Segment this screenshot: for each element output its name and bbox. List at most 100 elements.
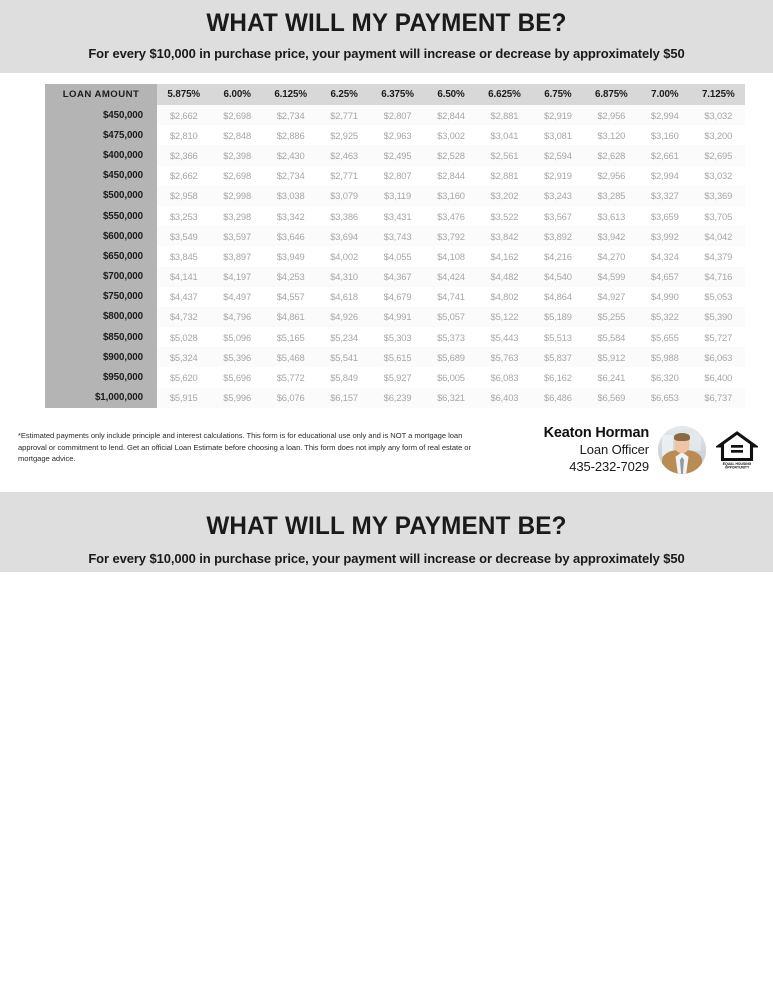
cell-payment-r5-c1: $3,298 xyxy=(210,205,264,227)
cell-payment-r11-c0: $5,028 xyxy=(157,327,211,348)
cell-payment-r0-c8: $2,956 xyxy=(584,105,639,126)
cell-payment-r11-c10: $5,727 xyxy=(691,327,745,348)
cell-payment-r12-c4: $5,615 xyxy=(370,347,425,368)
cell-payment-r9-c7: $4,864 xyxy=(531,286,585,307)
cell-loan-amount: $950,000 xyxy=(45,367,157,388)
cell-payment-r12-c10: $6,063 xyxy=(691,347,745,368)
panel-1-footer: *Estimated payments only include princip… xyxy=(0,424,773,494)
table-header-row: LOAN AMOUNT 5.875% 6.00% 6.125% 6.25% 6.… xyxy=(45,84,745,105)
cell-payment-r7-c0: $3,845 xyxy=(157,246,211,267)
cell-payment-r8-c9: $4,657 xyxy=(638,266,692,287)
page-subtitle: For every $10,000 in purchase price, you… xyxy=(88,45,685,61)
cell-payment-r14-c8: $6,569 xyxy=(584,387,639,408)
cell-payment-r11-c9: $5,655 xyxy=(638,327,692,348)
cell-payment-r13-c0: $5,620 xyxy=(157,367,211,388)
cell-payment-r8-c8: $4,599 xyxy=(584,266,639,287)
table-row: $475,000 $2,810 $2,848 $2,886 $2,925 $2,963 $3… xyxy=(45,125,745,146)
column-header-rate-4: 6.375% xyxy=(381,89,414,100)
cell-payment-r0-c0: $2,662 xyxy=(157,105,211,126)
cell-payment-r10-c5: $5,057 xyxy=(424,306,478,328)
cell-loan-amount: $500,000 xyxy=(45,185,157,206)
cell-payment-r1-c7: $3,081 xyxy=(531,125,585,146)
cell-payment-r0-c5: $2,844 xyxy=(424,105,478,126)
cell-payment-r7-c4: $4,055 xyxy=(370,246,425,267)
column-header-rate-10: 7.125% xyxy=(701,89,735,100)
table-row: $450,000 $2,662 $2,698 $2,734 $2,771 $2,807 $2… xyxy=(45,105,745,126)
cell-payment-r4-c6: $3,202 xyxy=(477,185,532,206)
table-row: $650,000 $3,845 $3,897 $3,949 $4,002 $4,055 $4… xyxy=(45,246,745,267)
cell-payment-r6-c8: $3,942 xyxy=(584,226,639,247)
cell-payment-r2-c7: $2,594 xyxy=(531,145,585,166)
cell-payment-r0-c1: $2,698 xyxy=(210,105,264,126)
cell-payment-r12-c7: $5,837 xyxy=(531,347,585,368)
cell-payment-r2-c9: $2,661 xyxy=(638,145,692,166)
table-row: $500,000 $2,958 $2,998 $3,038 $3,079 $3,119 $3… xyxy=(45,185,745,206)
cell-payment-r0-c2: $2,734 xyxy=(263,105,318,126)
column-header-rate-6: 6.625% xyxy=(488,89,521,100)
table-row: $800,000 $4,732 $4,796 $4,861 $4,926 $4,991 $5… xyxy=(45,306,745,328)
cell-loan-amount: $475,000 xyxy=(45,125,157,146)
cell-payment-r6-c4: $3,743 xyxy=(370,226,425,247)
table-row: $950,000 $5,620 $5,696 $5,772 $5,849 $5,927 $6… xyxy=(45,367,745,388)
table-row: $450,000 $2,662 $2,698 $2,734 $2,771 $2,807 $2… xyxy=(45,165,745,186)
cell-payment-r13-c9: $6,320 xyxy=(638,367,692,388)
panel-2-header-band: WHAT WILL MY PAYMENT BE? For every $10,0… xyxy=(0,492,773,572)
cell-payment-r11-c7: $5,513 xyxy=(531,327,585,348)
cell-payment-r7-c6: $4,162 xyxy=(477,246,532,267)
cell-payment-r2-c6: $2,561 xyxy=(477,145,532,166)
mortgage-rate-table: LOAN AMOUNT 5.875% 6.00% 6.125% 6.25% 6.… xyxy=(45,84,745,408)
avatar-hair xyxy=(674,432,690,441)
cell-payment-r14-c0: $5,915 xyxy=(157,387,211,408)
cell-payment-r2-c4: $2,495 xyxy=(370,145,425,166)
disclaimer-text: *Estimated payments only include princip… xyxy=(18,431,471,464)
cell-payment-r7-c10: $4,379 xyxy=(691,246,745,267)
cell-payment-r3-c9: $2,994 xyxy=(638,165,692,186)
cell-payment-r8-c6: $4,482 xyxy=(477,266,532,287)
cell-payment-r12-c8: $5,912 xyxy=(584,347,639,368)
cell-payment-r11-c8: $5,584 xyxy=(584,327,639,348)
cell-payment-r13-c7: $6,162 xyxy=(531,367,585,388)
cell-payment-r9-c2: $4,557 xyxy=(263,286,318,307)
cell-loan-amount: $600,000 xyxy=(45,226,157,247)
page-title-2: WHAT WILL MY PAYMENT BE? xyxy=(206,512,567,540)
cell-payment-r10-c2: $4,861 xyxy=(263,306,318,328)
cell-payment-r13-c5: $6,005 xyxy=(424,367,478,388)
cell-payment-r7-c9: $4,324 xyxy=(638,246,692,267)
cell-payment-r14-c9: $6,653 xyxy=(638,387,692,408)
cell-payment-r2-c0: $2,366 xyxy=(157,145,211,166)
cell-payment-r10-c9: $5,322 xyxy=(638,306,692,328)
cell-payment-r5-c2: $3,342 xyxy=(263,205,318,227)
contact-phone[interactable]: 435-232-7029 xyxy=(569,459,649,475)
cell-loan-amount: $700,000 xyxy=(45,266,157,287)
cell-payment-r11-c5: $5,373 xyxy=(424,327,478,348)
column-header-rate-8: 6.875% xyxy=(595,89,628,100)
cell-payment-r13-c4: $5,927 xyxy=(370,367,425,388)
cell-payment-r10-c8: $5,255 xyxy=(584,306,639,328)
cell-payment-r6-c3: $3,694 xyxy=(317,226,371,247)
cell-payment-r3-c10: $3,032 xyxy=(691,165,745,186)
cell-payment-r12-c9: $5,988 xyxy=(638,347,692,368)
cell-payment-r1-c6: $3,041 xyxy=(477,125,532,146)
cell-payment-r13-c10: $6,400 xyxy=(691,367,745,388)
column-header-rate-7: 6.75% xyxy=(544,89,572,100)
cell-payment-r8-c2: $4,253 xyxy=(263,266,318,287)
cell-payment-r2-c10: $2,695 xyxy=(691,145,745,166)
cell-payment-r14-c10: $6,737 xyxy=(691,387,745,408)
cell-loan-amount: $900,000 xyxy=(45,347,157,368)
cell-payment-r14-c3: $6,157 xyxy=(317,387,371,408)
equal-housing-icon: EQUAL HOUSING OPPORTUNITY xyxy=(715,428,759,472)
cell-payment-r11-c1: $5,096 xyxy=(210,327,264,348)
cell-payment-r2-c8: $2,628 xyxy=(584,145,639,166)
cell-payment-r10-c10: $5,390 xyxy=(691,306,745,328)
cell-payment-r9-c10: $5,053 xyxy=(691,286,745,307)
contact-role: Loan Officer xyxy=(579,442,649,458)
cell-payment-r11-c3: $5,234 xyxy=(317,327,371,348)
cell-payment-r14-c2: $6,076 xyxy=(263,387,318,408)
cell-payment-r4-c5: $3,160 xyxy=(424,185,478,206)
flyer-panel-1: WHAT WILL MY PAYMENT BE? For every $10,0… xyxy=(0,0,773,492)
cell-payment-r3-c8: $2,956 xyxy=(584,165,639,186)
column-header-rate-5: 6.50% xyxy=(437,89,465,100)
cell-payment-r1-c0: $2,810 xyxy=(157,125,211,146)
cell-payment-r7-c2: $3,949 xyxy=(263,246,318,267)
avatar-background-window-right xyxy=(689,432,701,451)
